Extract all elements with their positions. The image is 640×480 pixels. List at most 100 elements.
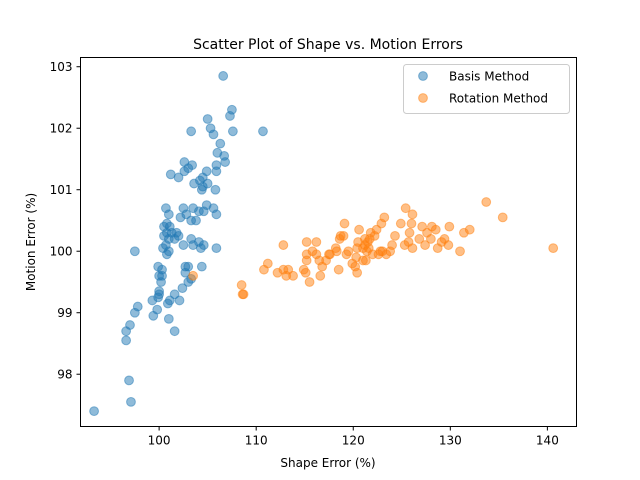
data-point bbox=[278, 240, 289, 250]
data-point bbox=[331, 246, 342, 257]
legend-label-basis: Basis Method bbox=[449, 70, 529, 84]
data-point bbox=[481, 197, 492, 207]
data-point bbox=[202, 114, 213, 124]
data-point bbox=[178, 203, 189, 214]
data-point bbox=[124, 375, 134, 386]
series-basis-method bbox=[89, 71, 268, 417]
x-tick-label: 130 bbox=[439, 434, 462, 448]
legend: Basis Method Rotation Method bbox=[403, 64, 570, 114]
data-point bbox=[444, 221, 455, 232]
data-point bbox=[188, 270, 198, 281]
data-point bbox=[169, 326, 180, 337]
data-point bbox=[333, 264, 344, 275]
data-point bbox=[455, 246, 465, 257]
x-tick-label: 120 bbox=[342, 434, 365, 448]
data-point bbox=[288, 270, 298, 281]
y-tick-label: 98 bbox=[57, 368, 72, 382]
y-tick-label: 103 bbox=[50, 60, 73, 74]
data-point bbox=[202, 178, 213, 189]
data-point bbox=[177, 283, 188, 294]
data-point bbox=[187, 160, 198, 171]
data-point bbox=[220, 157, 231, 167]
data-point bbox=[352, 267, 363, 278]
x-tick-label: 140 bbox=[536, 434, 559, 448]
data-point bbox=[129, 246, 140, 257]
data-point bbox=[173, 230, 184, 241]
data-point bbox=[201, 166, 212, 177]
data-point bbox=[126, 397, 136, 407]
chart-title: Scatter Plot of Shape vs. Motion Errors bbox=[193, 37, 463, 53]
data-point bbox=[548, 243, 559, 254]
data-point bbox=[211, 209, 222, 220]
data-point bbox=[443, 240, 454, 250]
legend-box bbox=[403, 64, 570, 114]
legend-marker-basis bbox=[418, 71, 428, 81]
data-point bbox=[301, 237, 312, 247]
data-point bbox=[198, 240, 209, 250]
data-point bbox=[426, 234, 436, 244]
x-tick-label: 110 bbox=[245, 434, 268, 448]
data-point bbox=[215, 138, 226, 149]
data-point bbox=[178, 240, 189, 250]
data-point bbox=[360, 255, 371, 266]
data-point bbox=[153, 261, 164, 272]
data-point bbox=[227, 104, 237, 115]
data-point bbox=[407, 209, 418, 220]
data-point bbox=[163, 209, 174, 220]
data-point bbox=[430, 224, 441, 235]
data-point bbox=[354, 224, 364, 235]
data-point bbox=[163, 313, 174, 324]
data-point bbox=[156, 277, 166, 287]
data-point bbox=[304, 277, 315, 287]
x-axis-ticks: 100 110 120 130 140 bbox=[148, 426, 559, 448]
data-point bbox=[406, 218, 417, 229]
data-point bbox=[395, 218, 406, 229]
data-point bbox=[300, 267, 311, 278]
data-point bbox=[236, 280, 247, 290]
data-point bbox=[262, 258, 273, 269]
data-point bbox=[208, 129, 219, 140]
data-point bbox=[165, 169, 176, 180]
data-point bbox=[227, 126, 238, 137]
data-point bbox=[191, 215, 201, 226]
series-rotation-method bbox=[188, 197, 559, 300]
legend-marker-rotation bbox=[418, 93, 428, 103]
y-tick-label: 102 bbox=[50, 122, 73, 136]
data-point bbox=[339, 218, 350, 229]
data-point bbox=[404, 227, 415, 238]
y-axis-ticks: 98 99 100 101 102 103 bbox=[50, 60, 81, 382]
data-point bbox=[152, 304, 163, 315]
data-point bbox=[464, 224, 475, 235]
data-point bbox=[407, 243, 418, 254]
data-point bbox=[390, 230, 400, 241]
y-axis-label: Motion Error (%) bbox=[24, 193, 38, 291]
data-point bbox=[183, 261, 194, 272]
data-point bbox=[154, 286, 165, 297]
data-point bbox=[164, 221, 175, 232]
data-point bbox=[211, 243, 222, 254]
y-tick-label: 100 bbox=[50, 245, 73, 259]
points-layer bbox=[89, 71, 559, 417]
data-point bbox=[132, 301, 143, 312]
data-point bbox=[174, 295, 185, 306]
x-tick-label: 100 bbox=[148, 434, 171, 448]
data-point bbox=[188, 203, 198, 214]
data-point bbox=[387, 240, 397, 250]
data-point bbox=[121, 335, 132, 346]
plot-frame bbox=[80, 57, 577, 427]
data-point bbox=[497, 212, 508, 223]
data-point bbox=[414, 234, 425, 244]
legend-label-rotation: Rotation Method bbox=[449, 92, 548, 106]
data-point bbox=[311, 237, 322, 247]
y-tick-label: 99 bbox=[57, 306, 72, 320]
data-point bbox=[210, 184, 221, 195]
data-point bbox=[125, 320, 135, 330]
data-point bbox=[343, 246, 354, 257]
data-point bbox=[238, 289, 249, 300]
y-tick-label: 101 bbox=[50, 183, 73, 197]
data-point bbox=[89, 406, 99, 417]
data-point bbox=[379, 212, 390, 223]
data-point bbox=[186, 126, 197, 137]
data-point bbox=[420, 240, 430, 250]
data-point bbox=[211, 160, 222, 171]
